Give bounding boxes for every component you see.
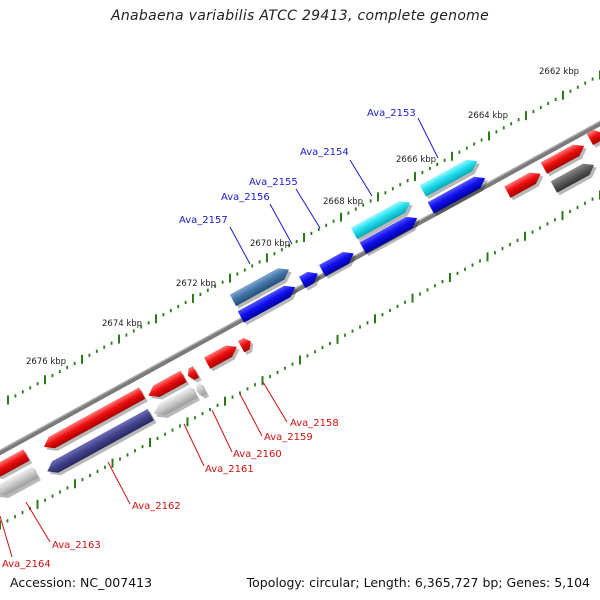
gene-label-ava-2163[interactable]: Ava_2163 — [52, 540, 101, 551]
gene-label-ava-2154[interactable]: Ava_2154 — [300, 147, 349, 158]
leader-line — [229, 226, 251, 265]
gene-ava-2164[interactable] — [0, 466, 41, 503]
gene-red-right[interactable] — [540, 140, 590, 177]
gene-ava-2161-b[interactable] — [151, 386, 200, 423]
gene-ava-2155[interactable] — [359, 212, 423, 257]
genome-backbone-highlight — [0, 120, 600, 452]
gene-ava-2161[interactable] — [185, 366, 202, 385]
leader-line — [25, 501, 51, 543]
genome-title: Anabaena variabilis ATCC 29413, complete… — [110, 8, 490, 24]
gene-red-edge[interactable] — [586, 126, 600, 148]
leader-line — [0, 515, 13, 558]
scale-label: 2668 kbp — [323, 197, 363, 207]
scale-label: 2662 kbp — [539, 67, 579, 77]
lower-scale-ticks — [0, 190, 600, 530]
gene-ava-2161-c[interactable] — [193, 382, 210, 401]
label-leader-lines — [0, 117, 439, 558]
upper-scale-ticks — [7, 70, 600, 405]
leader-line — [211, 409, 233, 453]
leader-line — [183, 423, 205, 467]
accession-label: Accession: NC_007413 — [10, 575, 153, 590]
gene-label-ava-2162[interactable]: Ava_2162 — [132, 501, 181, 512]
gene-ava-2160[interactable] — [145, 370, 190, 404]
gene-label-ava-2155[interactable]: Ava_2155 — [249, 177, 298, 188]
leader-line — [239, 393, 263, 437]
leader-line — [295, 188, 321, 229]
gene-dark-gray-right[interactable] — [550, 159, 600, 196]
gene-label-ava-2164[interactable]: Ava_2164 — [2, 559, 51, 570]
gene-label-ava-2158[interactable]: Ava_2158 — [290, 418, 339, 429]
scale-label: 2666 kbp — [396, 155, 436, 165]
gene-ava-2153[interactable] — [419, 155, 483, 200]
gene-ava-2162-b[interactable] — [44, 408, 157, 480]
gene-ava-2162[interactable] — [41, 387, 148, 456]
gene-ava-2159[interactable] — [238, 335, 256, 355]
gene-ava-2157[interactable] — [229, 263, 295, 309]
genome-summary: Topology: circular; Length: 6,365,727 bp… — [246, 575, 590, 590]
scale-label: 2672 kbp — [176, 279, 216, 289]
gene-label-ava-2156[interactable]: Ava_2156 — [221, 192, 270, 203]
gene-label-ava-2159[interactable]: Ava_2159 — [264, 432, 313, 443]
leader-line — [269, 203, 293, 245]
gene-ava-2163[interactable] — [0, 449, 33, 484]
leader-line — [417, 117, 439, 159]
gene-ava-2154[interactable] — [350, 196, 416, 242]
gene-label-ava-2157[interactable]: Ava_2157 — [179, 215, 228, 226]
scale-label: 2674 kbp — [102, 319, 142, 329]
gene-ava-2157-b[interactable] — [237, 281, 301, 326]
scale-label: 2676 kbp — [26, 357, 66, 367]
gene-label-ava-2153[interactable]: Ava_2153 — [367, 108, 416, 119]
gene-ava-2153-b[interactable] — [427, 172, 491, 217]
leader-line — [349, 159, 373, 197]
scale-label: 2670 kbp — [250, 239, 290, 249]
gene-red-right-b[interactable] — [504, 168, 546, 201]
leader-line — [107, 461, 131, 505]
gene-ava-2156[interactable] — [319, 247, 359, 279]
leader-line — [262, 381, 288, 423]
gene-label-ava-2161[interactable]: Ava_2161 — [205, 464, 254, 475]
gene-ava-2156-b[interactable] — [298, 267, 324, 291]
scale-label: 2664 kbp — [468, 111, 508, 121]
gene-label-ava-2160[interactable]: Ava_2160 — [233, 449, 282, 460]
gene-ava-2158[interactable] — [203, 341, 243, 372]
genome-backbone — [0, 120, 600, 456]
